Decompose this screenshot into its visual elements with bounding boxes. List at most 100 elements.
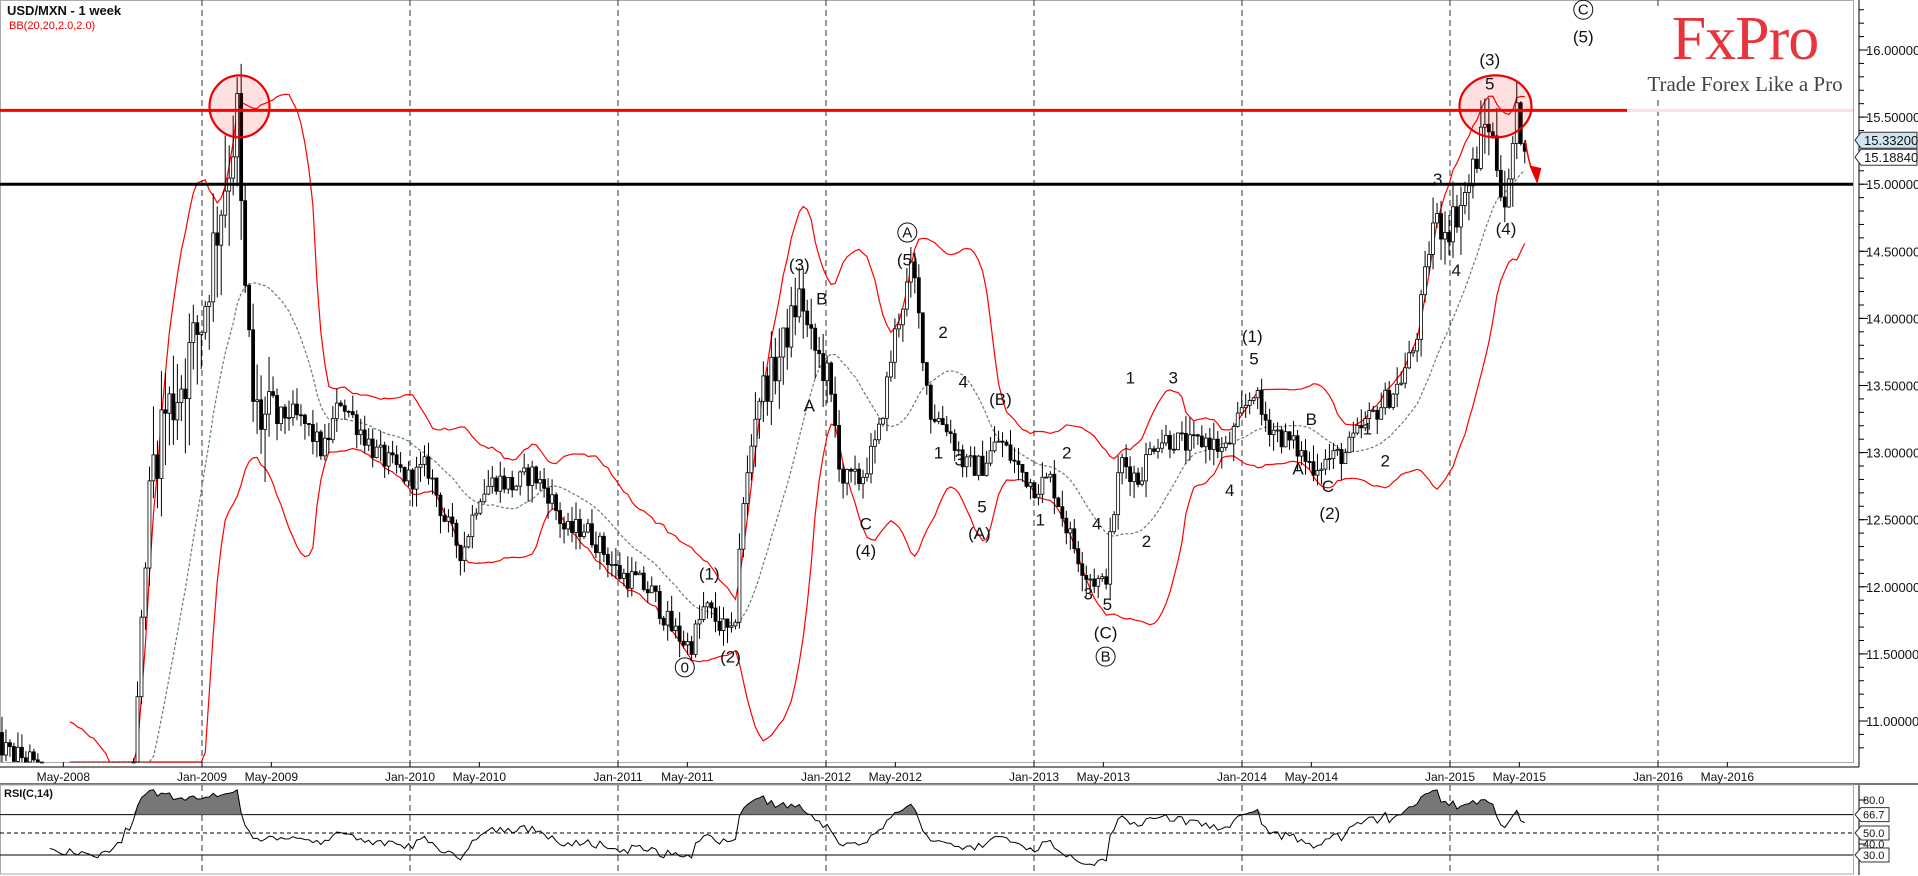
bollinger-upper-band xyxy=(69,93,1525,763)
candle-down xyxy=(980,455,985,476)
candle-up xyxy=(904,281,909,310)
candle-up xyxy=(1251,397,1256,401)
wave-label: 1 xyxy=(934,444,943,463)
candle-down xyxy=(398,464,403,468)
candle-up xyxy=(1343,452,1348,465)
candle-up xyxy=(1391,393,1396,408)
candle-down xyxy=(1012,459,1017,462)
wave-label-circle xyxy=(897,222,918,243)
candle-up xyxy=(825,362,830,382)
candle-up xyxy=(685,641,690,646)
candle-down xyxy=(450,516,455,524)
candle-down xyxy=(1076,548,1081,565)
candle-up xyxy=(1187,434,1192,451)
candle-down xyxy=(1016,460,1021,465)
wave-label: C xyxy=(1578,2,1589,19)
candle-up xyxy=(231,156,236,179)
candle-down xyxy=(558,510,562,525)
rsi-tag-box xyxy=(1854,825,1890,841)
candle-down xyxy=(434,477,439,496)
candle-up xyxy=(586,523,590,533)
candle-down xyxy=(295,403,299,416)
candle-down xyxy=(215,232,220,246)
candle-down xyxy=(402,467,407,482)
wave-label: B xyxy=(816,289,827,308)
candle-down xyxy=(247,284,252,331)
candle-up xyxy=(673,625,678,632)
candle-up xyxy=(490,477,495,487)
candle-down xyxy=(299,414,303,417)
candle-down xyxy=(793,305,798,318)
candle-up xyxy=(649,585,654,594)
candle-up xyxy=(1403,367,1408,384)
candle-up xyxy=(1459,205,1463,228)
candle-down xyxy=(944,424,949,433)
candle-up xyxy=(1160,442,1164,449)
candle-down xyxy=(382,444,387,467)
candle-down xyxy=(713,607,718,622)
candle-up xyxy=(781,327,786,358)
wave-label-circle xyxy=(674,657,695,678)
wave-label: 3 xyxy=(955,450,964,469)
candle-down xyxy=(1072,528,1077,549)
x-tick-label: Jan-2009 xyxy=(177,770,227,784)
candle-down xyxy=(1084,575,1089,580)
candle-down xyxy=(857,468,861,485)
candle-up xyxy=(1415,338,1420,352)
candle-up xyxy=(1112,514,1117,533)
candle-up xyxy=(893,328,897,363)
candle-down xyxy=(605,554,610,566)
candle-up xyxy=(203,305,208,333)
candle-up xyxy=(873,439,877,447)
candle-down xyxy=(1056,497,1061,507)
candle-up xyxy=(422,456,427,465)
candle-up xyxy=(159,409,164,479)
wave-label: 1 xyxy=(1126,368,1135,387)
candle-up xyxy=(1096,578,1101,587)
candle-down xyxy=(916,277,921,314)
candle-up xyxy=(1223,442,1228,448)
candle-up xyxy=(1514,102,1519,144)
rsi-line xyxy=(49,789,1525,866)
candle-up xyxy=(374,446,379,458)
x-tick-label: Jan-2011 xyxy=(593,770,642,784)
y-tick-label: 14.50000 xyxy=(1866,244,1918,259)
candle-up xyxy=(462,546,467,562)
wave-label: 2 xyxy=(1062,444,1071,463)
candle-up xyxy=(430,477,435,480)
candle-down xyxy=(346,410,351,413)
candle-up xyxy=(4,742,8,756)
candle-down xyxy=(350,411,355,416)
candle-down xyxy=(625,572,630,589)
candle-up xyxy=(885,376,889,419)
candle-down xyxy=(948,431,953,435)
candle-up xyxy=(1335,449,1340,452)
candle-down xyxy=(251,329,256,402)
candle-down xyxy=(12,746,16,762)
candle-down xyxy=(924,362,929,386)
candle-down xyxy=(1307,461,1312,463)
wave-label: (5) xyxy=(1573,28,1594,47)
wave-label: 3 xyxy=(1084,585,1093,604)
wave-label: 5 xyxy=(977,497,986,516)
candle-up xyxy=(1291,435,1296,441)
candle-down xyxy=(641,572,646,590)
candle-up xyxy=(1243,404,1248,409)
candle-down xyxy=(570,521,574,533)
wave-label: 1 xyxy=(1036,511,1045,530)
candle-down xyxy=(717,620,722,631)
wave-label: 2 xyxy=(1380,452,1389,471)
candle-up xyxy=(1471,158,1475,187)
candle-up xyxy=(1156,447,1160,452)
candle-up xyxy=(1451,206,1455,243)
candle-up xyxy=(749,445,754,474)
candle-up xyxy=(358,429,363,436)
candle-up xyxy=(769,356,774,402)
candle-up xyxy=(637,572,642,576)
candle-up xyxy=(745,472,750,505)
candle-up xyxy=(1132,472,1136,483)
candle-down xyxy=(1279,429,1284,448)
candle-down xyxy=(8,742,12,747)
candle-down xyxy=(960,449,965,468)
